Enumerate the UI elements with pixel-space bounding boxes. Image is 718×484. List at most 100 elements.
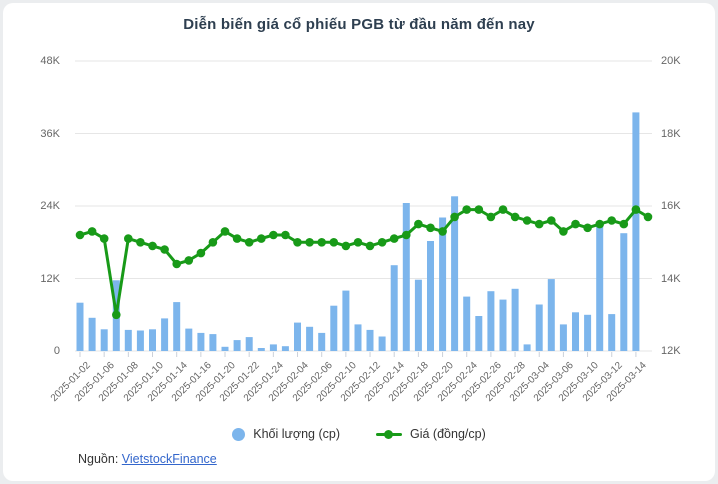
volume-bar[interactable] [233, 340, 241, 351]
price-point[interactable] [595, 219, 604, 229]
volume-bar[interactable] [414, 279, 422, 351]
volume-bar[interactable] [620, 233, 628, 351]
volume-bar[interactable] [76, 302, 84, 351]
price-point[interactable] [75, 230, 85, 240]
price-point[interactable] [402, 230, 411, 240]
volume-bar[interactable] [221, 346, 229, 351]
volume-bar[interactable] [161, 318, 169, 351]
volume-bar[interactable] [269, 344, 277, 351]
source-note: Nguồn: VietstockFinance [78, 452, 217, 466]
price-point[interactable] [353, 238, 363, 247]
price-point[interactable] [232, 234, 242, 243]
price-point[interactable] [414, 219, 423, 229]
price-point[interactable] [220, 227, 230, 236]
price-point[interactable] [474, 205, 484, 214]
price-point[interactable] [112, 310, 121, 320]
price-point[interactable] [341, 241, 351, 251]
price-point[interactable] [583, 223, 592, 233]
volume-bar[interactable] [378, 336, 386, 352]
price-point[interactable] [559, 227, 568, 236]
price-point[interactable] [534, 219, 544, 229]
volume-bar[interactable] [185, 328, 193, 351]
price-point[interactable] [547, 216, 556, 225]
legend-item-volume[interactable]: Khối lượng (cp) [232, 427, 340, 441]
volume-bar[interactable] [572, 312, 579, 351]
volume-bar[interactable] [547, 279, 555, 351]
volume-bar[interactable] [402, 203, 410, 351]
volume-bar[interactable] [451, 196, 459, 351]
price-point[interactable] [293, 238, 302, 247]
volume-bar[interactable] [427, 241, 434, 351]
volume-bar[interactable] [354, 324, 362, 351]
price-point[interactable] [365, 241, 375, 251]
volume-bar[interactable] [342, 290, 350, 351]
price-point[interactable] [377, 238, 387, 247]
price-line [78, 208, 650, 317]
volume-bar[interactable] [523, 344, 531, 351]
price-point[interactable] [522, 216, 532, 225]
volume-bar[interactable] [294, 322, 301, 351]
price-point[interactable] [643, 212, 653, 222]
volume-bar[interactable] [366, 329, 374, 351]
price-point[interactable] [607, 216, 616, 225]
price-point[interactable] [136, 238, 145, 247]
price-point[interactable] [498, 205, 508, 214]
volume-bar[interactable] [584, 314, 592, 352]
price-point[interactable] [631, 205, 641, 214]
volume-bar[interactable] [306, 326, 314, 351]
price-point[interactable] [305, 238, 314, 247]
price-point[interactable] [184, 256, 194, 265]
volume-bar[interactable] [390, 265, 398, 351]
volume-bar[interactable] [281, 346, 289, 351]
volume-bar[interactable] [88, 317, 96, 351]
volume-bar[interactable] [100, 329, 108, 352]
price-point[interactable] [148, 241, 157, 251]
price-point[interactable] [571, 219, 580, 229]
price-point[interactable] [269, 230, 278, 240]
volume-bar[interactable] [173, 302, 181, 351]
volume-bar[interactable] [596, 225, 604, 351]
vietstock-finance-link[interactable]: VietstockFinance [121, 452, 217, 466]
volume-bar[interactable] [257, 348, 265, 351]
volume-bar[interactable] [559, 324, 567, 351]
price-point[interactable] [281, 230, 290, 240]
volume-bar[interactable] [330, 305, 338, 351]
price-point[interactable] [486, 212, 496, 222]
volume-bar[interactable] [439, 217, 447, 352]
volume-bar[interactable] [209, 334, 217, 351]
volume-bar[interactable] [475, 316, 483, 351]
price-point[interactable] [389, 234, 399, 243]
price-point[interactable] [426, 223, 435, 233]
legend-item-price[interactable]: Giá (đồng/cp) [376, 427, 486, 441]
price-point[interactable] [462, 205, 472, 214]
price-point[interactable] [124, 234, 133, 243]
volume-bar[interactable] [318, 332, 326, 351]
volume-bar[interactable] [463, 296, 471, 351]
price-point[interactable] [160, 245, 169, 254]
volume-bar[interactable] [511, 288, 519, 351]
volume-bar[interactable] [632, 112, 640, 352]
price-point[interactable] [87, 227, 97, 236]
volume-bar[interactable] [245, 337, 253, 351]
price-point[interactable] [619, 219, 629, 229]
volume-bar[interactable] [197, 332, 205, 351]
price-point[interactable] [99, 234, 109, 243]
volume-bar[interactable] [124, 329, 132, 351]
price-point[interactable] [329, 238, 339, 247]
volume-bar[interactable] [136, 330, 144, 352]
volume-bar[interactable] [535, 304, 543, 352]
volume-series-icon [232, 427, 246, 441]
price-point[interactable] [510, 212, 520, 222]
price-point[interactable] [438, 227, 447, 236]
volume-bar[interactable] [149, 329, 156, 352]
volume-bar[interactable] [608, 314, 616, 351]
price-point[interactable] [244, 238, 254, 247]
price-point[interactable] [450, 212, 459, 222]
price-point[interactable] [317, 238, 327, 247]
volume-bar[interactable] [499, 299, 507, 351]
price-point[interactable] [208, 238, 218, 247]
volume-bar[interactable] [487, 291, 495, 351]
price-point[interactable] [172, 259, 181, 269]
price-point[interactable] [196, 248, 206, 258]
price-point[interactable] [257, 234, 266, 243]
